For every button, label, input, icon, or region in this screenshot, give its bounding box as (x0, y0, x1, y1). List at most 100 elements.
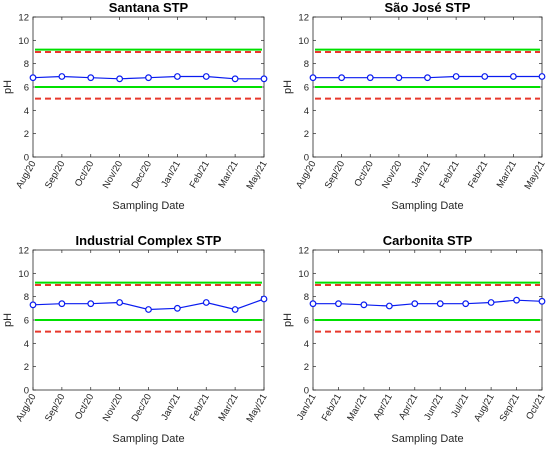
y-tick-label: 6 (24, 83, 29, 94)
data-point (29, 301, 37, 309)
x-tick-label: Nov/20 (101, 159, 126, 191)
x-tick-label: Feb/21 (188, 392, 212, 423)
data-point (538, 73, 546, 80)
y-tick-label: 12 (298, 246, 309, 257)
data-point (260, 75, 268, 83)
x-tick-label: Nov/20 (101, 392, 126, 424)
y-tick-label: 0 (24, 386, 29, 397)
data-point (395, 74, 403, 82)
x-tick-label: Mar/21 (345, 392, 369, 423)
x-tick-label: Mar/21 (216, 159, 240, 190)
x-tick-label: Apr/21 (371, 392, 395, 422)
x-tick-label: Oct/20 (352, 159, 376, 189)
y-tick-label: 10 (298, 36, 309, 47)
y-tick-label: 0 (304, 386, 309, 397)
data-point (173, 304, 181, 312)
data-point (260, 295, 268, 303)
x-tick-label: Jan/21 (159, 392, 183, 422)
x-tick-label: Nov/20 (380, 159, 405, 191)
x-tick-label: Jan/21 (409, 159, 433, 189)
y-tick-label: 2 (24, 129, 29, 140)
data-point (87, 300, 95, 308)
y-tick-label: 2 (304, 129, 309, 140)
chart-panel-4: Carbonita STP 0 2 4 6 8 10 12 pH Jan/21 Feb/21 Mar/… (282, 233, 548, 445)
data-point (487, 299, 495, 306)
y-tick-label: 4 (304, 106, 309, 117)
data-point (538, 297, 546, 305)
data-point (58, 300, 66, 308)
chart-panel-2: São José STP 0 2 4 6 8 10 12 pH Aug/20 Sep/20 Oct/2… (282, 0, 548, 212)
x-tick-label: Mar/21 (216, 392, 240, 423)
y-tick-label: 0 (24, 153, 29, 164)
x-tick-label: Oct/21 (524, 392, 548, 422)
data-point (29, 74, 37, 82)
data-point (509, 73, 517, 80)
x-tick-label: Sep/20 (43, 392, 68, 424)
data-point (309, 300, 317, 308)
x-tick-label: Oct/20 (73, 392, 97, 422)
x-tick-label: Jun/21 (422, 392, 446, 422)
data-point (424, 74, 431, 82)
x-tick-label: Dec/20 (130, 159, 155, 191)
y-tick-label: 2 (24, 362, 29, 373)
data-point (202, 73, 210, 80)
chart-panel-1: Santana STP 0 2 4 6 8 10 12 pH Aug/20 Sep/20 Oct/20… (2, 0, 270, 212)
x-tick-label: Oct/20 (73, 159, 97, 189)
data-point (309, 74, 317, 82)
data-point (116, 299, 124, 306)
data-point (231, 75, 239, 83)
y-axis-label: pH (2, 313, 14, 327)
x-tick-label: Dec/20 (130, 392, 155, 424)
data-point (173, 73, 181, 80)
data-point (452, 73, 460, 80)
x-tick-label: Jul/21 (449, 392, 471, 419)
y-tick-label: 6 (304, 316, 309, 327)
x-tick-label: Sep/20 (323, 159, 348, 191)
data-point (335, 300, 342, 308)
chart-title: Industrial Complex STP (76, 233, 222, 248)
data-point (338, 74, 346, 82)
x-tick-label: Sep/20 (43, 159, 68, 191)
y-tick-label: 4 (24, 106, 29, 117)
x-tick-label: Jan/21 (295, 392, 319, 422)
x-tick-label: Feb/21 (466, 159, 490, 190)
x-tick-label: Sep/21 (498, 392, 523, 424)
x-tick-label: Mar/21 (495, 159, 519, 190)
data-point (231, 306, 239, 313)
y-axis-label: pH (282, 80, 294, 94)
x-tick-label: Apr/21 (397, 392, 421, 422)
data-point (513, 296, 520, 304)
y-tick-label: 12 (18, 246, 29, 257)
x-tick-label: Feb/21 (437, 159, 461, 190)
x-tick-label: Jan/21 (159, 159, 183, 189)
x-axis-label: Sampling Date (112, 200, 184, 212)
data-point (385, 302, 393, 310)
data-point (116, 75, 124, 83)
chart-title: São José STP (385, 0, 471, 15)
x-tick-label: May/21 (244, 392, 269, 424)
y-tick-label: 8 (304, 292, 309, 303)
chart-title: Santana STP (109, 0, 189, 15)
x-tick-label: Aug/20 (14, 392, 39, 424)
data-point (462, 300, 470, 308)
x-tick-label: Aug/20 (14, 159, 39, 191)
y-axis-label: pH (2, 80, 14, 94)
series-line (313, 299, 543, 307)
y-tick-label: 12 (18, 13, 29, 24)
x-axis-label: Sampling Date (391, 200, 463, 212)
y-tick-label: 4 (304, 339, 309, 350)
y-tick-label: 0 (304, 153, 309, 164)
data-point (145, 74, 152, 82)
data-point (411, 300, 419, 308)
x-tick-label: Feb/21 (188, 159, 212, 190)
x-axis-label: Sampling Date (112, 433, 184, 445)
y-tick-label: 4 (24, 339, 29, 350)
y-tick-label: 8 (24, 59, 29, 70)
x-tick-label: Aug/20 (294, 159, 319, 191)
y-tick-label: 10 (18, 36, 29, 47)
chart-title: Carbonita STP (383, 233, 473, 248)
data-point (202, 299, 210, 306)
